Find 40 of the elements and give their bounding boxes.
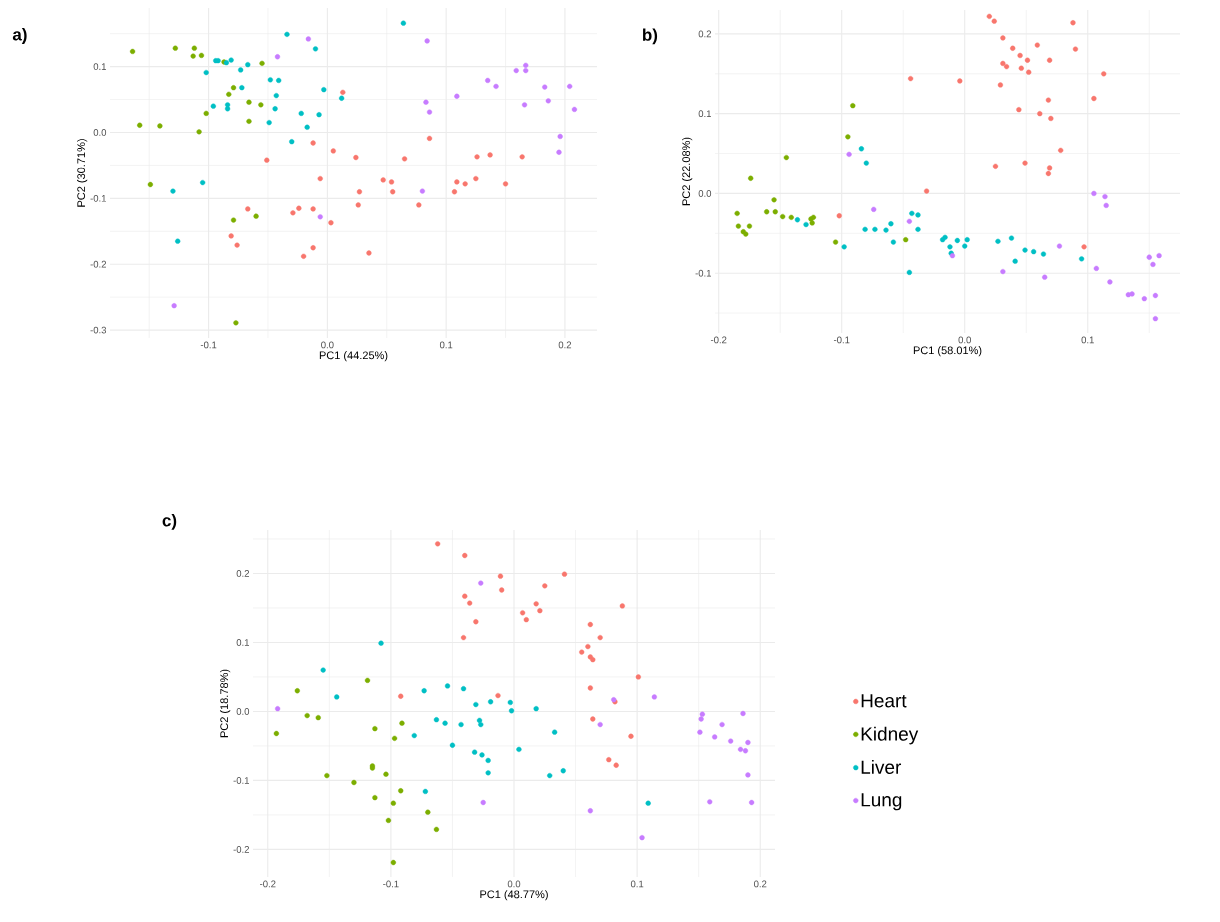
text: a) <box>12 28 27 44</box>
text: b) <box>643 28 658 45</box>
y-axis-title: PC2 (22.08%) <box>682 137 693 206</box>
x-tick-label: -0.1 <box>383 880 399 888</box>
chart-title: c) <box>162 514 177 530</box>
y-tick-label: 0.0 <box>698 190 712 197</box>
legend-label: Heart <box>861 694 907 708</box>
x-tick-label: 0.0 <box>321 341 334 349</box>
x-axis-title: PC1 (48.77%) <box>480 890 548 901</box>
y-tick-label: 0.2 <box>236 570 249 577</box>
y-tick-label: 0.1 <box>236 639 249 646</box>
y-tick-label: -0.1 <box>233 777 249 784</box>
legend-label: Lung <box>861 793 902 811</box>
x-tick-label: -0.2 <box>710 336 727 344</box>
y-tick-label: -0.2 <box>90 260 106 268</box>
x-axis-title: PC1 (58.01%) <box>913 346 982 357</box>
x-tick-label: 0.0 <box>958 336 971 344</box>
y-tick-label: 0.2 <box>698 30 712 38</box>
x-tick-label: -0.2 <box>260 880 276 888</box>
y-tick-label: -0.2 <box>233 846 249 853</box>
y-axis-title: PC2 (18.78%) <box>219 669 231 738</box>
y-tick-label: 0.0 <box>236 708 250 715</box>
legend-label: Kidney <box>861 726 919 745</box>
y-tick-label: 0.0 <box>93 129 107 136</box>
y-tick-label: -0.1 <box>695 269 712 277</box>
x-tick-label: -0.1 <box>200 341 217 349</box>
x-tick-label: 0.1 <box>630 880 644 888</box>
x-tick-label: -0.1 <box>833 336 850 344</box>
x-tick-label: 0.1 <box>1081 336 1094 344</box>
legend-label: Liver <box>861 760 902 774</box>
y-tick-label: -0.3 <box>90 326 107 334</box>
x-tick-label: 0.2 <box>754 880 767 888</box>
y-tick-label: -0.1 <box>90 194 106 202</box>
y-tick-label: 0.1 <box>698 110 712 118</box>
x-tick-label: 0.1 <box>439 341 453 349</box>
x-tick-label: 0.2 <box>558 341 572 349</box>
x-axis-title: PC1 (44.25%) <box>319 351 388 362</box>
y-axis-title: PC2 (30.71%) <box>76 139 88 207</box>
y-tick-label: 0.1 <box>93 63 106 70</box>
x-tick-label: 0.0 <box>507 880 521 888</box>
